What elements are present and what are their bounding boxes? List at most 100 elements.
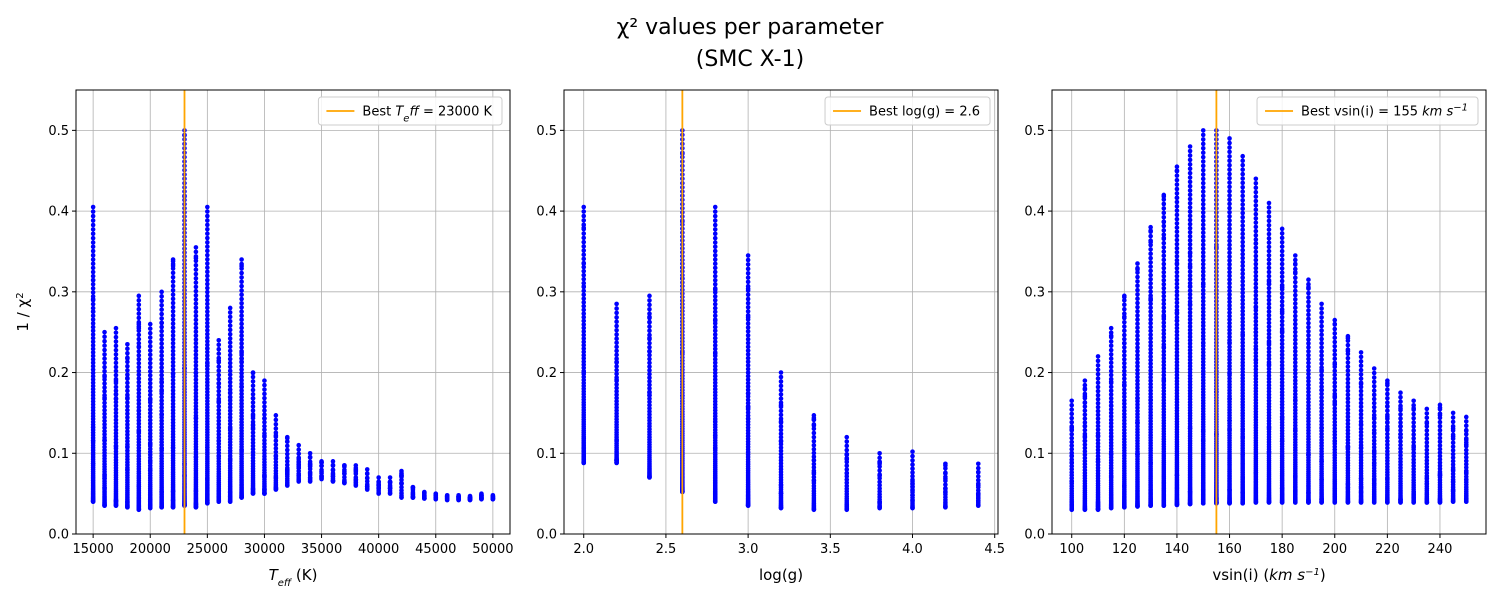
data-point	[1306, 368, 1311, 373]
data-point	[1200, 326, 1206, 332]
data-point	[1227, 313, 1232, 319]
data-point	[1122, 319, 1127, 325]
data-point	[1108, 325, 1114, 331]
data-point	[170, 321, 176, 326]
data-point	[205, 231, 210, 236]
data-point	[205, 370, 210, 375]
data-point	[1095, 506, 1101, 512]
data-point	[1148, 339, 1153, 345]
data-point	[1095, 363, 1101, 368]
data-point	[877, 499, 882, 505]
x-tick-label: 2.0	[573, 542, 594, 557]
data-point	[1227, 226, 1232, 232]
data-point	[1200, 265, 1206, 271]
data-point	[239, 363, 244, 369]
data-point	[193, 394, 199, 399]
data-point	[90, 309, 96, 314]
data-point	[1108, 474, 1114, 480]
data-point	[125, 432, 130, 437]
point-column	[467, 493, 473, 503]
data-point	[1266, 316, 1272, 322]
data-point	[193, 359, 199, 365]
data-point	[1240, 180, 1245, 186]
data-point	[1371, 481, 1377, 487]
data-point	[227, 418, 233, 424]
data-point	[1293, 284, 1298, 289]
data-point	[90, 339, 96, 345]
data-point	[262, 395, 267, 401]
data-point	[1266, 214, 1272, 219]
data-point	[250, 391, 256, 397]
data-point	[136, 321, 142, 327]
data-point	[1122, 349, 1127, 354]
data-point	[745, 279, 751, 285]
point-column	[1332, 317, 1338, 505]
data-point	[330, 467, 336, 473]
data-point	[113, 368, 119, 374]
data-point	[1371, 415, 1377, 421]
data-point	[1332, 362, 1338, 367]
data-point	[239, 404, 244, 410]
data-point	[712, 240, 718, 245]
data-point	[90, 244, 96, 250]
data-point	[1187, 264, 1193, 269]
data-point	[1266, 231, 1272, 237]
data-point	[1240, 363, 1245, 368]
point-column	[342, 463, 347, 486]
data-point	[159, 388, 164, 394]
data-point	[170, 313, 176, 318]
data-point	[1345, 424, 1351, 430]
data-point	[1161, 289, 1167, 295]
data-point	[1306, 329, 1311, 334]
data-point	[1398, 439, 1403, 444]
data-point	[1174, 300, 1180, 306]
data-point	[1293, 407, 1298, 413]
data-point	[1200, 238, 1206, 244]
data-point	[102, 411, 107, 417]
data-point	[1319, 361, 1324, 366]
data-point	[1345, 481, 1351, 487]
data-point	[1227, 176, 1232, 181]
data-point	[125, 404, 130, 409]
data-point	[1293, 391, 1298, 397]
x-tick-label: 20000	[130, 542, 171, 557]
data-point	[1266, 340, 1272, 346]
data-point	[1358, 476, 1364, 482]
data-point	[239, 329, 244, 335]
data-point	[1082, 442, 1088, 447]
data-point	[1135, 313, 1140, 318]
data-point	[364, 483, 370, 489]
data-point	[90, 438, 96, 444]
data-point	[136, 429, 142, 435]
data-point	[1082, 423, 1088, 429]
data-point	[250, 370, 256, 376]
data-point	[227, 310, 233, 315]
data-points-2	[581, 128, 981, 513]
data-point	[125, 368, 130, 373]
data-point	[647, 311, 652, 316]
data-point	[1174, 195, 1180, 201]
data-point	[193, 271, 199, 277]
data-point	[227, 318, 233, 324]
data-point	[1279, 386, 1285, 392]
data-point	[205, 297, 210, 303]
data-point	[250, 422, 256, 427]
data-point	[227, 415, 233, 420]
data-point	[1293, 292, 1298, 298]
data-point	[170, 391, 176, 397]
data-point	[262, 447, 267, 453]
data-point	[1319, 409, 1324, 414]
data-point	[811, 426, 817, 431]
data-point	[1174, 221, 1180, 226]
data-point	[1095, 392, 1101, 398]
data-point	[581, 244, 587, 249]
data-point	[877, 450, 882, 456]
data-point	[1306, 399, 1311, 405]
data-point	[1345, 396, 1351, 401]
data-point	[296, 465, 302, 471]
data-point	[90, 240, 96, 245]
data-point	[1135, 274, 1140, 280]
data-point	[205, 265, 210, 270]
data-point	[136, 398, 142, 403]
point-column	[877, 450, 882, 511]
